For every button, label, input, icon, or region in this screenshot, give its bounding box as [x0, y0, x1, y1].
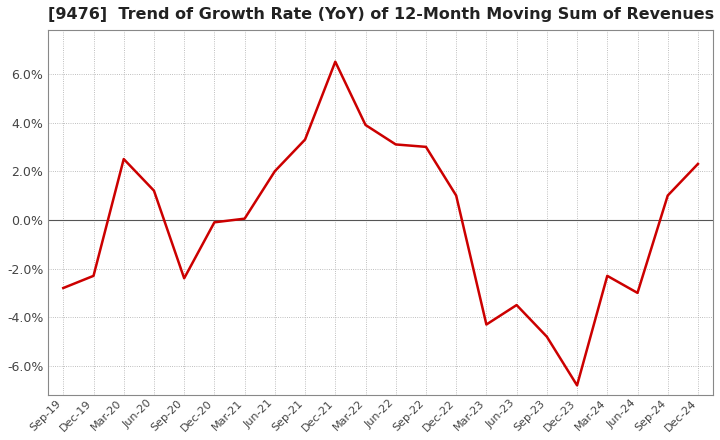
Title: [9476]  Trend of Growth Rate (YoY) of 12-Month Moving Sum of Revenues: [9476] Trend of Growth Rate (YoY) of 12-…: [48, 7, 714, 22]
